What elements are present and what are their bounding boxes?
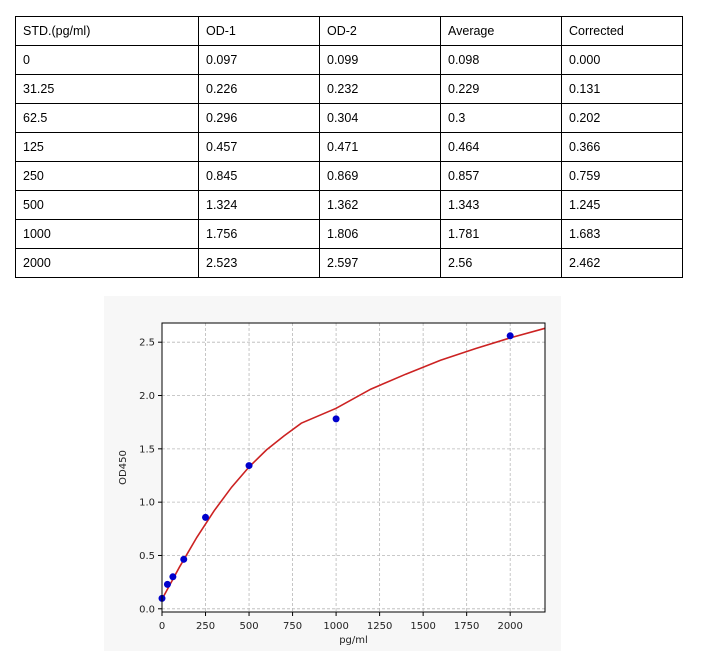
x-tick-label: 1500 (410, 621, 435, 632)
table-cell: 1.806 (319, 219, 441, 249)
grid-lines (161, 323, 545, 612)
y-tick-label: 0.0 (139, 604, 155, 615)
table-cell: 1.362 (319, 190, 441, 220)
table-cell: 0.759 (561, 161, 683, 191)
standard-curve-table: STD.(pg/ml) OD-1 OD-2 Average Corrected 0 0.09… (15, 16, 683, 278)
table-row: 500 1.324 1.362 1.343 1.245 (15, 190, 683, 220)
column-header: STD.(pg/ml) (15, 16, 199, 46)
table-cell: 250 (15, 161, 199, 191)
y-tick-label: 1.5 (139, 444, 155, 455)
table-cell: 31.25 (15, 74, 199, 104)
axis-ticks: 0 250 500 750 1000 1250 1500 1750 2000 0.0 0.5 1.0 1… (139, 338, 523, 632)
table-cell: 1.781 (440, 219, 562, 249)
table-cell: 0.232 (319, 74, 441, 104)
table-row: 2000 2.523 2.597 2.56 2.462 (15, 248, 683, 278)
table-cell: 0.869 (319, 161, 441, 191)
table-cell: 0.845 (198, 161, 320, 191)
y-tick-label: 2.5 (139, 338, 155, 349)
column-header: Average (440, 16, 562, 46)
table-cell: 0.226 (198, 74, 320, 104)
table-cell: 0.296 (198, 103, 320, 133)
table-cell: 1.324 (198, 190, 320, 220)
x-tick-label: 1750 (454, 621, 479, 632)
table-cell: 0.097 (198, 45, 320, 75)
plot-area (162, 323, 545, 612)
data-points (158, 332, 514, 602)
data-point (245, 462, 253, 470)
data-point (202, 513, 210, 521)
table-cell: 0.098 (440, 45, 562, 75)
table-cell: 2.597 (319, 248, 441, 278)
table-cell: 0.3 (440, 103, 562, 133)
plot-frame (161, 322, 546, 613)
x-tick-label: 1250 (367, 621, 392, 632)
table-cell: 0.471 (319, 132, 441, 162)
table-cell: 0 (15, 45, 199, 75)
y-tick-label: 1.0 (139, 498, 155, 509)
x-tick-label: 750 (283, 621, 302, 632)
table-cell: 0.131 (561, 74, 683, 104)
table-cell: 0.000 (561, 45, 683, 75)
table-cell: 0.366 (561, 132, 683, 162)
chart-canvas: 0 250 500 750 1000 1250 1500 1750 2000 0.0 0.5 1.0 1… (118, 322, 546, 646)
table-row: 0 0.097 0.099 0.098 0.000 (15, 45, 683, 75)
data-point (332, 415, 340, 423)
table-cell: 2000 (15, 248, 199, 278)
table-cell: 0.464 (440, 132, 562, 162)
table-cell: 2.523 (198, 248, 320, 278)
x-tick-label: 500 (239, 621, 258, 632)
table-cell: 1.683 (561, 219, 683, 249)
table-row: 250 0.845 0.869 0.857 0.759 (15, 161, 683, 191)
data-point (163, 580, 171, 588)
table-cell: 500 (15, 190, 199, 220)
x-tick-label: 0 (159, 621, 165, 632)
y-tick-label: 2.0 (139, 391, 155, 402)
table-header-row: STD.(pg/ml) OD-1 OD-2 Average Corrected (15, 16, 683, 46)
y-axis-label: OD450 (118, 450, 129, 485)
column-header: OD-2 (319, 16, 441, 46)
x-axis-label: pg/ml (339, 635, 368, 646)
table-cell: 2.56 (440, 248, 562, 278)
table-cell: 1000 (15, 219, 199, 249)
table-cell: 62.5 (15, 103, 199, 133)
table-row: 1000 1.756 1.806 1.781 1.683 (15, 219, 683, 249)
table-cell: 1.756 (198, 219, 320, 249)
table-cell: 1.343 (440, 190, 562, 220)
table-cell: 2.462 (561, 248, 683, 278)
fit-curve (161, 327, 546, 600)
table-cell: 0.857 (440, 161, 562, 191)
table-cell: 0.304 (319, 103, 441, 133)
table-row: 31.25 0.226 0.232 0.229 0.131 (15, 74, 683, 104)
table-cell: 125 (15, 132, 199, 162)
data-point (180, 555, 188, 563)
table-cell: 0.099 (319, 45, 441, 75)
data-point (169, 573, 177, 581)
column-header: Corrected (561, 16, 683, 46)
column-header: OD-1 (198, 16, 320, 46)
table-cell: 0.202 (561, 103, 683, 133)
table-cell: 1.245 (561, 190, 683, 220)
x-tick-label: 1000 (323, 621, 348, 632)
x-tick-label: 2000 (497, 621, 522, 632)
data-point (506, 332, 514, 340)
table-row: 125 0.457 0.471 0.464 0.366 (15, 132, 683, 162)
y-tick-label: 0.5 (139, 551, 155, 562)
table-row: 62.5 0.296 0.304 0.3 0.202 (15, 103, 683, 133)
table-cell: 0.229 (440, 74, 562, 104)
standard-curve-chart: 0 250 500 750 1000 1250 1500 1750 2000 0.0 0.5 1.0 1… (104, 296, 561, 651)
table-cell: 0.457 (198, 132, 320, 162)
x-tick-label: 250 (196, 621, 215, 632)
